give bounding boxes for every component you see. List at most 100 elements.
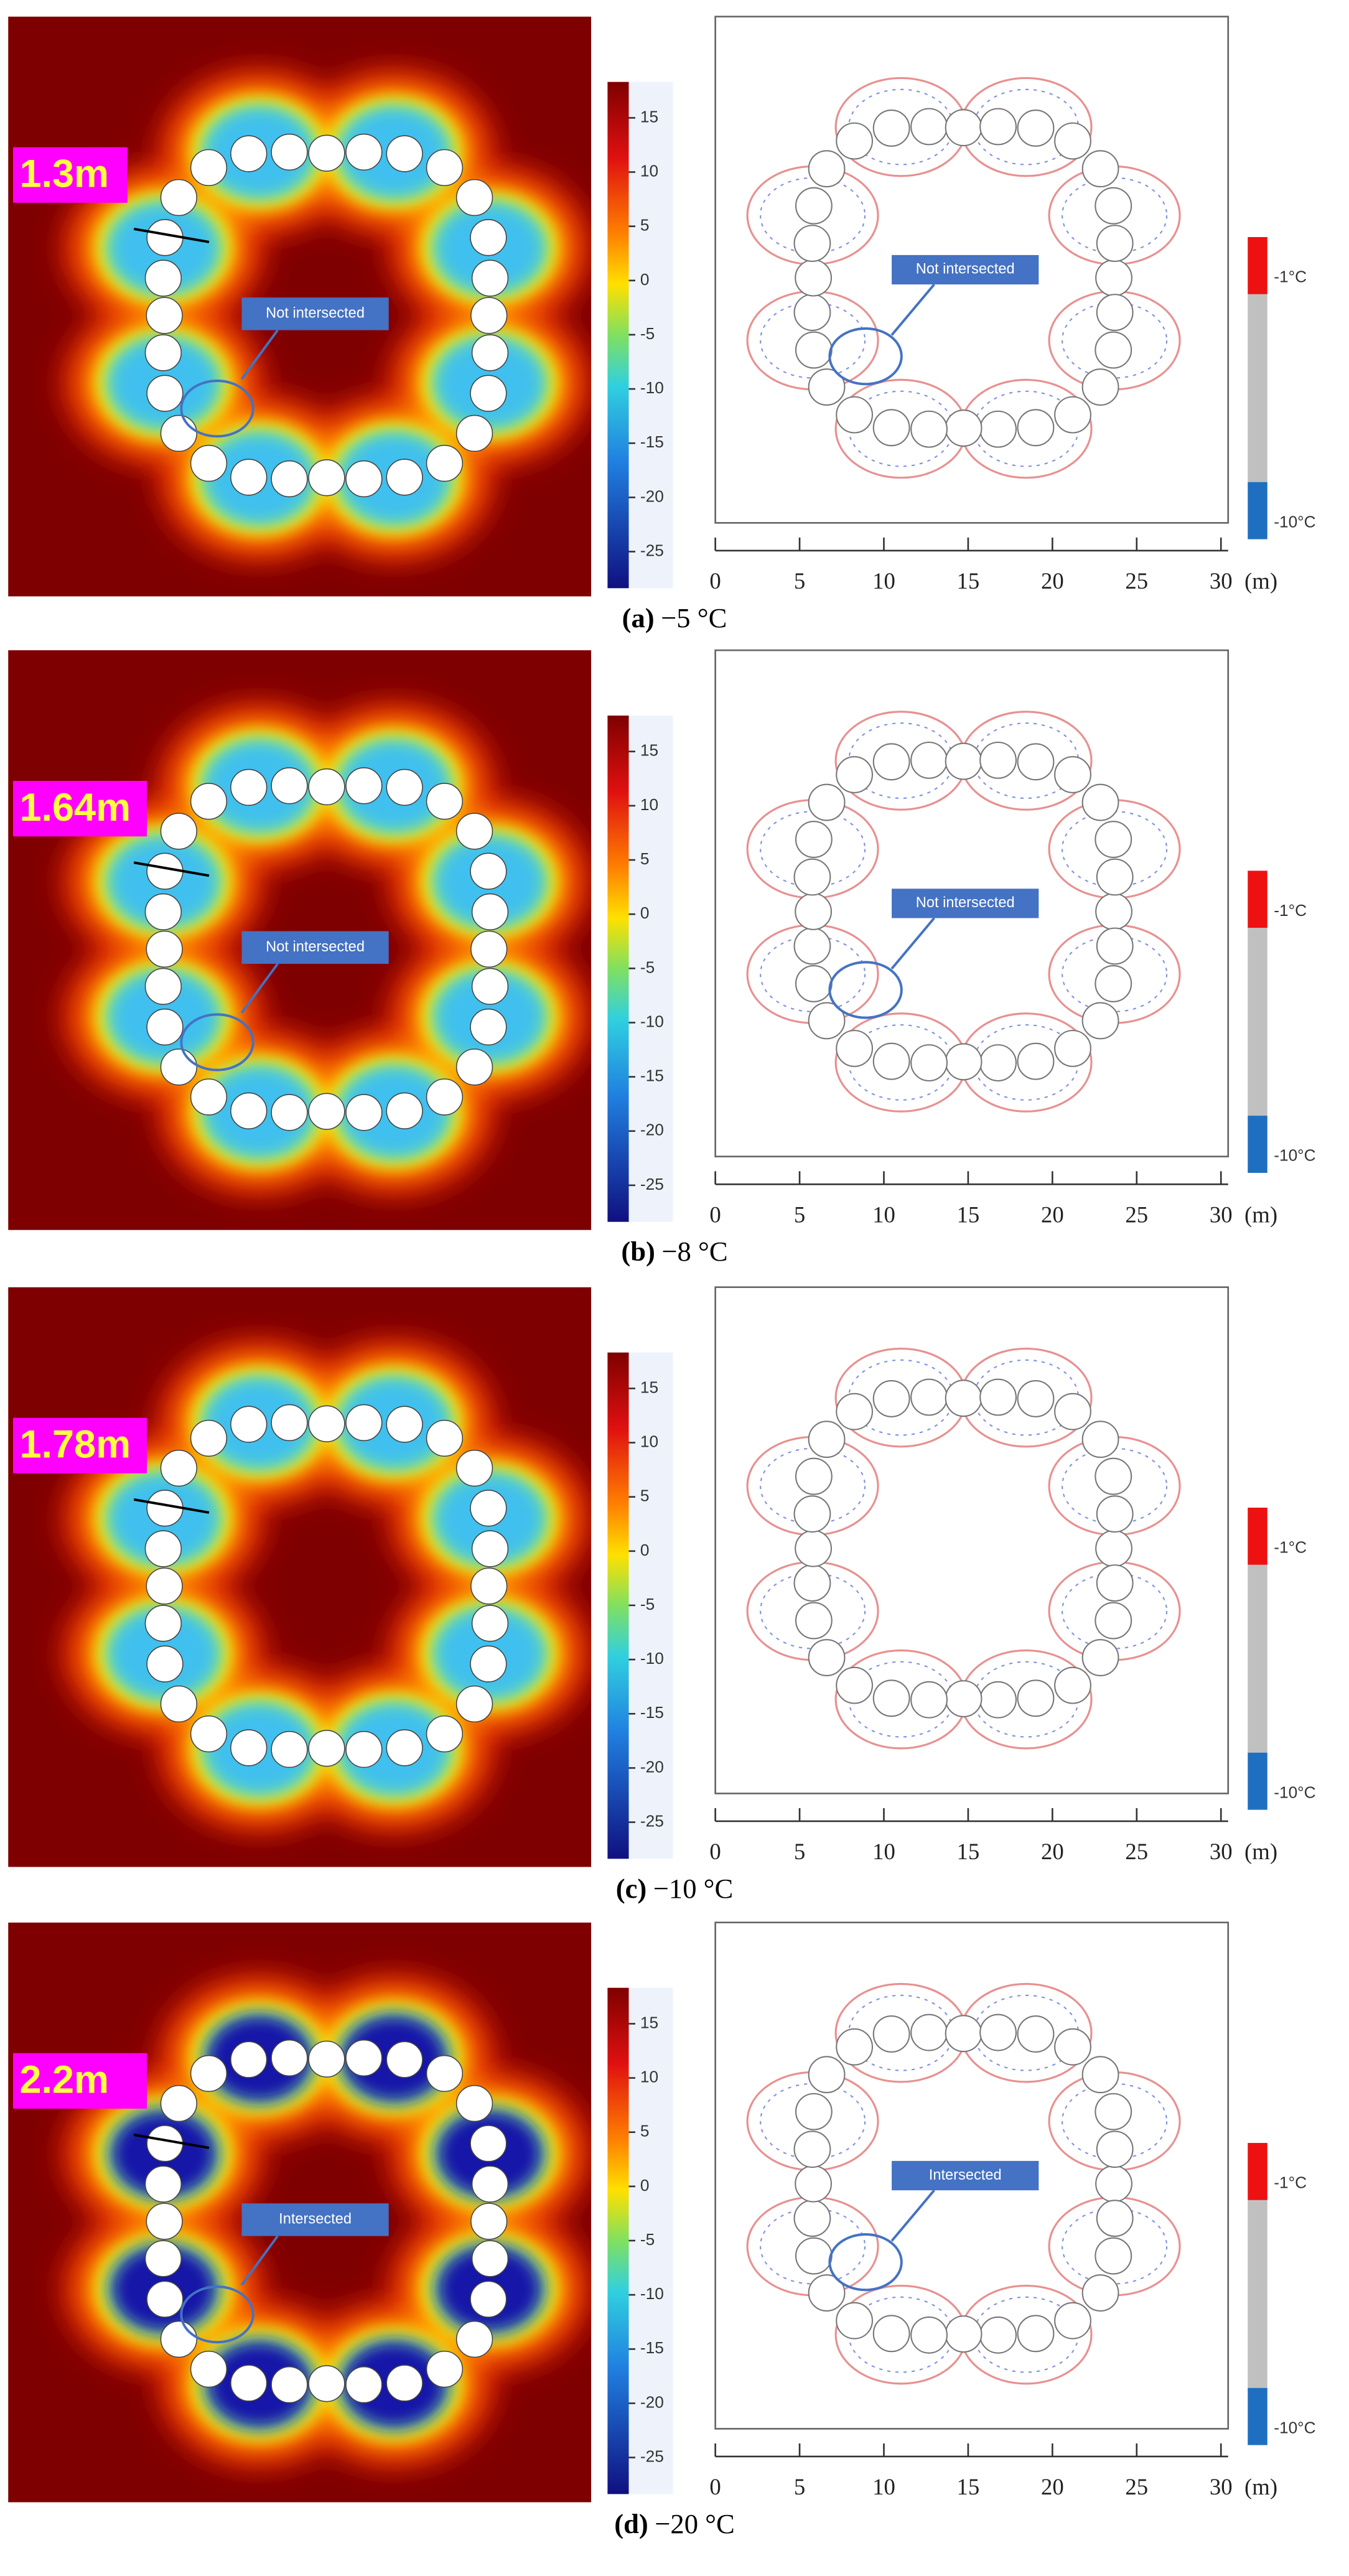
pile	[345, 2366, 383, 2404]
pile	[144, 334, 182, 371]
pile	[1095, 821, 1132, 859]
legend-blue	[1248, 482, 1267, 539]
colorbar-tick-label: 5	[640, 216, 650, 235]
pile	[455, 414, 493, 452]
colorbar-tick-label: -5	[640, 958, 655, 976]
pile	[872, 1380, 910, 1417]
colorbar-tick-label: -25	[640, 1811, 664, 1830]
pile	[1017, 2015, 1055, 2053]
annotation-arrow	[890, 917, 935, 970]
colorbar-tick-label: 5	[640, 849, 650, 868]
pile	[386, 1406, 423, 1443]
pile	[795, 1602, 833, 1640]
pile	[271, 767, 308, 805]
pile	[1095, 1457, 1132, 1495]
pile	[836, 2302, 874, 2340]
pile	[271, 460, 308, 498]
pile	[190, 783, 228, 820]
colorbar-tick-label: 15	[640, 741, 658, 760]
legend-label: -10°C	[1274, 1146, 1315, 1165]
colorbar-tick-label: -10	[640, 1012, 664, 1030]
pile	[795, 964, 833, 1002]
colorbar-bg	[628, 1352, 673, 1859]
thickness-arrow	[133, 861, 210, 877]
pile	[910, 2014, 948, 2051]
pile	[1081, 150, 1119, 188]
colorbar-tick-label: -10	[640, 1649, 664, 1668]
colorbar-tick-label: -15	[640, 1066, 664, 1085]
pile	[1095, 893, 1132, 930]
thickness-box	[12, 147, 128, 203]
thickness-label: 1.64m	[19, 786, 131, 829]
pile	[979, 2316, 1017, 2354]
pile	[979, 741, 1017, 779]
pile	[1017, 2315, 1055, 2353]
pile	[144, 259, 182, 297]
x-tick-label: 30	[1210, 1202, 1233, 1227]
pile	[146, 1645, 184, 1682]
x-tick-label: 30	[1210, 2474, 1233, 2499]
colorbar-tick-label: 15	[640, 107, 658, 126]
pile	[470, 1008, 507, 1046]
pile	[471, 2240, 509, 2277]
panel: 2.2m Intersected 15 10 5 0 -5 -10 -15 -20 -25 Inter…	[8, 1921, 1316, 2539]
domain-box	[714, 1286, 1230, 1794]
colorbar-tick-label: -20	[640, 1121, 664, 1139]
caption-text: −20 °C	[655, 2508, 735, 2539]
pile	[793, 858, 831, 896]
pile	[1096, 2200, 1134, 2238]
colorbar-tick-label: 10	[640, 795, 658, 814]
pile	[1081, 1002, 1119, 1040]
pile	[426, 783, 464, 820]
pile	[979, 2014, 1017, 2051]
colorbar-tick-label: -25	[640, 541, 664, 559]
legend-label: -10°C	[1274, 2418, 1315, 2437]
x-tick-label: 25	[1125, 2474, 1148, 2499]
pile	[144, 2240, 182, 2277]
legend-label: -10°C	[1274, 1783, 1315, 1801]
pile	[1081, 1421, 1119, 1458]
annotation-box	[241, 931, 389, 964]
pile	[190, 1715, 228, 1753]
legend-red	[1248, 870, 1267, 928]
pile	[836, 1393, 874, 1430]
colorbar-bg	[628, 716, 673, 1222]
panel-label: (b)	[621, 1236, 655, 1267]
legend-gray	[1248, 1564, 1267, 1753]
x-tick-label: 0	[709, 2474, 721, 2499]
colorbar-tick-label: -20	[640, 1757, 664, 1776]
pile	[1054, 1030, 1091, 1067]
caption-text: −5 °C	[661, 602, 727, 633]
pile	[795, 2237, 833, 2275]
annotation-arrow	[240, 963, 279, 1014]
annotation-arrow	[890, 283, 935, 336]
caption-text: −10 °C	[653, 1873, 734, 1904]
pile	[808, 1639, 846, 1677]
x-tick-label: 30	[1210, 568, 1233, 594]
annotation-box	[892, 889, 1039, 918]
pile	[910, 1378, 948, 1416]
x-tick-label: 15	[957, 1202, 980, 1227]
pile	[1054, 396, 1091, 434]
pile	[146, 375, 184, 412]
pile	[808, 150, 846, 188]
pile	[910, 410, 948, 448]
pile	[308, 1730, 345, 1767]
pile	[470, 1567, 508, 1605]
pile	[470, 2280, 507, 2318]
colorbar-tick-label: -5	[640, 1595, 655, 1613]
pile	[872, 2015, 910, 2053]
annotation-box	[892, 254, 1039, 285]
annotation-arrow	[240, 2235, 279, 2286]
thickness-label: 1.3m	[19, 152, 109, 196]
colorbar-tick-label: 10	[640, 161, 658, 180]
legend-gray	[1248, 928, 1267, 1116]
pile	[793, 2130, 831, 2168]
pile	[160, 2320, 198, 2358]
colorbar-tick-label: -5	[640, 2230, 655, 2249]
pile	[386, 2041, 423, 2078]
thickness-label: 2.2m	[19, 2058, 109, 2102]
pile	[190, 2055, 228, 2093]
pile	[455, 2320, 493, 2358]
pile	[872, 743, 910, 781]
